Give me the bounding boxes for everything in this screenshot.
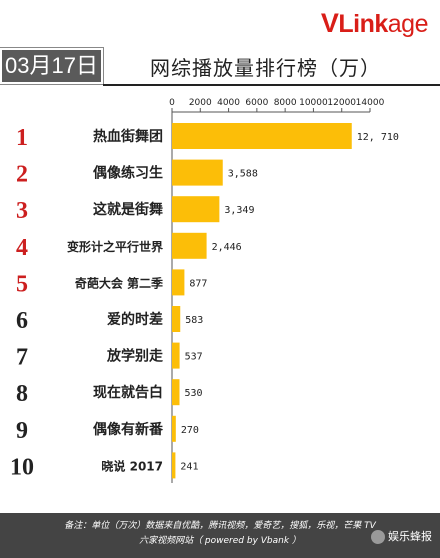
bar xyxy=(172,342,180,369)
category-label: 偶像练习生 xyxy=(93,165,163,182)
category-label: 晓说 2017 xyxy=(101,458,163,473)
bar xyxy=(172,306,181,332)
wechat-icon xyxy=(371,530,385,544)
footer-line-2: 六家视频网站（ powered by Vbank ） xyxy=(139,536,301,546)
bar xyxy=(172,415,176,442)
value-label: 270 xyxy=(181,425,199,436)
value-label: 2,446 xyxy=(212,242,242,253)
x-tick-label: 0 xyxy=(169,98,175,108)
category-label: 爱的时差 xyxy=(107,311,163,328)
date-badge: 03月17日 xyxy=(0,47,104,85)
watermark: 娱乐蜂报 xyxy=(371,528,432,544)
category-label: 奇葩大会 第二季 xyxy=(75,275,164,290)
x-tick-label: 6000 xyxy=(245,98,268,108)
rank-number: 9 xyxy=(16,418,28,444)
ranking-bar-chart: 0 2000 4000 6000 8000 10000 12000 14000 1 热血街舞团 12… xyxy=(10,98,399,483)
value-label: 877 xyxy=(189,278,207,289)
bar xyxy=(172,123,352,149)
bar xyxy=(172,379,180,406)
x-tick-label: 8000 xyxy=(274,98,297,108)
value-label: 3,588 xyxy=(228,169,258,180)
chart-title: 网综播放量排行榜（万） xyxy=(150,56,381,80)
x-tick-label: 4000 xyxy=(217,98,240,108)
rank-number: 2 xyxy=(16,162,28,188)
value-label: 12, 710 xyxy=(357,132,399,143)
bar xyxy=(172,159,223,186)
rank-number: 7 xyxy=(16,345,28,371)
category-label: 放学别走 xyxy=(106,348,164,365)
footer-note: 备注：单位（万次）数据来自优酷，腾讯视频，爱奇艺，搜狐，乐视，芒果 TV 六家视… xyxy=(0,513,440,558)
value-label: 537 xyxy=(185,352,203,363)
vlinkage-logo: VLinkage xyxy=(320,8,429,38)
x-tick-label: 12000 xyxy=(327,98,356,108)
x-tick-label: 14000 xyxy=(356,98,385,108)
value-label: 241 xyxy=(180,461,198,472)
title-underline xyxy=(103,84,440,86)
rank-number: 3 xyxy=(16,198,28,224)
category-label: 变形计之平行世界 xyxy=(67,239,163,254)
value-label: 3,349 xyxy=(224,205,254,216)
x-tick-label: 2000 xyxy=(189,98,212,108)
value-label: 583 xyxy=(185,315,203,326)
bar xyxy=(172,232,207,259)
category-label: 这就是街舞 xyxy=(93,201,163,218)
bar xyxy=(172,452,176,479)
category-label: 偶像有新番 xyxy=(93,421,164,438)
footer-line-1: 备注：单位（万次）数据来自优酷，腾讯视频，爱奇艺，搜狐，乐视，芒果 TV xyxy=(64,521,376,531)
rank-number: 4 xyxy=(16,235,28,261)
category-label: 热血街舞团 xyxy=(93,128,163,145)
bar xyxy=(172,269,185,296)
x-tick-label: 10000 xyxy=(299,98,328,108)
rank-number: 6 xyxy=(16,308,28,334)
category-label: 现在就告白 xyxy=(93,384,163,401)
rank-number: 8 xyxy=(16,381,28,407)
rank-number: 5 xyxy=(16,271,28,297)
value-label: 530 xyxy=(184,388,202,399)
bar xyxy=(172,196,220,223)
rank-number: 10 xyxy=(10,454,34,480)
rank-number: 1 xyxy=(16,125,28,151)
